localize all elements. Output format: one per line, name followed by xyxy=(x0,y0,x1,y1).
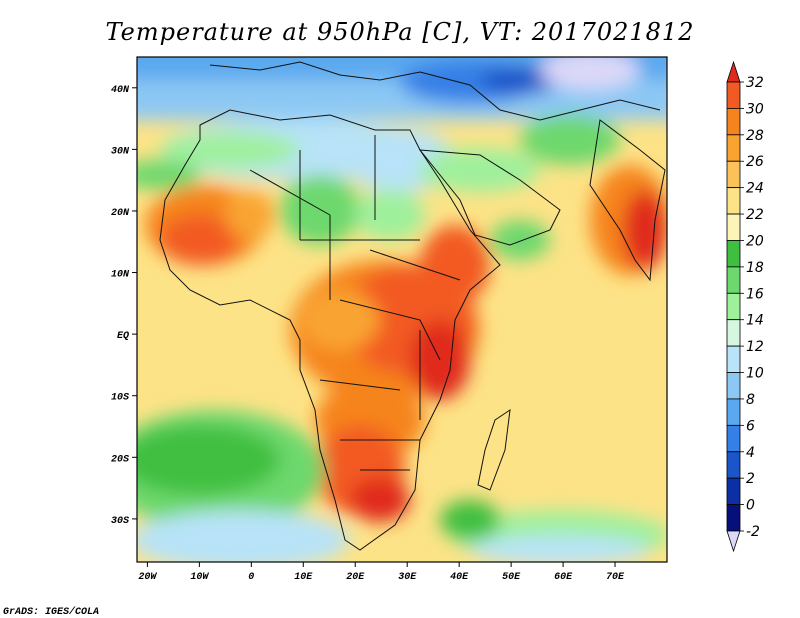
colorbar-segment xyxy=(726,424,741,453)
colorbar-segment xyxy=(726,240,741,268)
coastlines xyxy=(159,61,666,551)
lat-label: 20N xyxy=(111,208,130,219)
colorbar-label: 20 xyxy=(746,233,764,249)
colorbar-segment xyxy=(726,504,741,532)
lat-label: 10S xyxy=(111,393,129,404)
colorbar-segment xyxy=(726,213,741,241)
colorbar-segment xyxy=(726,477,741,505)
map-title: Temperature at 950hPa [C], VT: 201702181… xyxy=(106,18,695,46)
latitude-axis: 40N 30N 20N 10N EQ 10S 20S 30S xyxy=(111,85,137,527)
lon-label: 60E xyxy=(554,572,573,583)
colorbar-label: 6 xyxy=(746,418,755,434)
colorbar-segment xyxy=(726,108,741,136)
colorbar-label: 14 xyxy=(746,313,764,329)
colorbar-segment xyxy=(726,372,741,400)
colorbar-segment xyxy=(726,160,741,189)
colorbar-label: 2 xyxy=(746,471,755,487)
colorbar-segment xyxy=(726,451,741,479)
map-frame xyxy=(136,56,668,563)
colorbar-segment xyxy=(726,292,741,321)
lon-label: 50E xyxy=(502,572,521,583)
colorbar-label: 22 xyxy=(746,207,764,223)
longitude-axis: 20W 10W 0 10E 20E 30E 40E 50E 60E 70E xyxy=(138,562,625,583)
colorbar-label: 16 xyxy=(746,286,764,302)
colorbar-label: 0 xyxy=(746,498,755,514)
colorbar-label: 4 xyxy=(746,445,755,461)
colorbar-label: 30 xyxy=(746,101,764,117)
colorbar-segment xyxy=(726,81,741,109)
colorbar-label: 10 xyxy=(746,366,764,382)
lat-label: 30S xyxy=(111,516,129,527)
lon-label: 30E xyxy=(398,572,417,583)
lat-label: 10N xyxy=(111,270,130,281)
colorbar-label: 18 xyxy=(746,260,764,276)
colorbar-label: 26 xyxy=(746,154,764,170)
lon-label: 70E xyxy=(606,572,625,583)
colorbar-segment xyxy=(726,398,741,426)
lon-label: 10W xyxy=(190,572,209,583)
lat-label: 30N xyxy=(111,146,130,157)
colorbar-label: -2 xyxy=(746,524,760,540)
grads-credit: GrADS: IGES/COLA xyxy=(3,606,99,618)
lon-label: 0 xyxy=(248,572,254,583)
colorbar-segment xyxy=(726,187,741,215)
lat-label: EQ xyxy=(117,331,129,342)
colorbar-segment xyxy=(726,345,741,373)
colorbar-segment xyxy=(726,134,741,162)
colorbar-label: 12 xyxy=(746,339,764,355)
lon-label: 20W xyxy=(138,572,157,583)
colorbar-segment xyxy=(726,319,741,347)
colorbar-top-arrow xyxy=(726,60,741,83)
colorbar-label: 8 xyxy=(746,392,755,408)
colorbar-label: 24 xyxy=(746,181,764,197)
lon-label: 40E xyxy=(450,572,469,583)
colorbar-label: 32 xyxy=(746,75,764,91)
lat-label: 40N xyxy=(111,85,130,96)
lat-label: 20S xyxy=(111,454,129,465)
lon-label: 20E xyxy=(346,572,365,583)
lon-label: 10E xyxy=(294,572,313,583)
colorbar-segment xyxy=(726,266,741,294)
colorbar-label: 28 xyxy=(746,128,764,144)
colorbar-bottom-arrow xyxy=(726,530,741,553)
temperature-field xyxy=(137,57,667,562)
